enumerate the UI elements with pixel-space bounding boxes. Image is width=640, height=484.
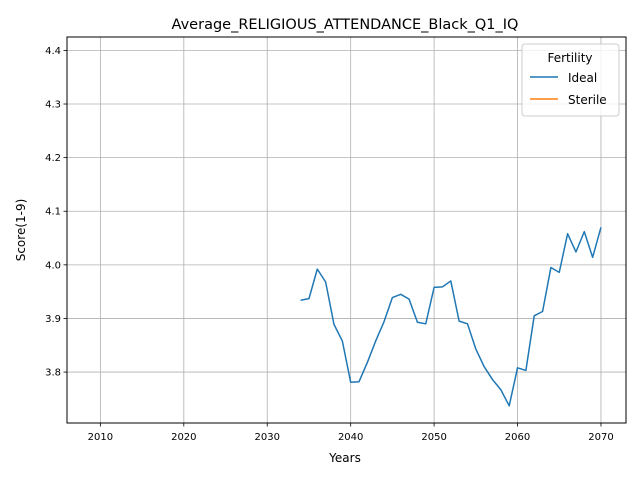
x-tick-label: 2070 [588, 432, 613, 443]
x-axis-label: Years [328, 451, 361, 465]
y-tick-label: 3.8 [45, 368, 61, 379]
y-tick-label: 3.9 [45, 314, 61, 325]
plot-frame [66, 36, 627, 424]
legend: Fertility Ideal Sterile [521, 43, 620, 117]
y-axis-label: Score(1-9) [14, 199, 28, 262]
x-tick-label: 2040 [338, 432, 363, 443]
y-tick-label: 4.1 [45, 207, 61, 218]
series-lines [300, 227, 602, 407]
y-tick-label: 4.0 [45, 260, 61, 271]
chart-title: Average_RELIGIOUS_ATTENDANCE_Black_Q1_IQ [172, 17, 519, 33]
y-tick-label: 4.2 [45, 153, 61, 164]
axis-ticks: 2010 2020 2030 2040 2050 2060 2070 3.8 3.9 4.0 4.1… [45, 46, 614, 443]
y-tick-label: 4.4 [45, 46, 61, 57]
x-tick-label: 2030 [255, 432, 280, 443]
gridlines [67, 37, 626, 423]
legend-label-sterile: Sterile [568, 93, 607, 107]
legend-title: Fertility [547, 51, 592, 65]
series-line-ideal [300, 227, 602, 407]
x-tick-label: 2060 [505, 432, 530, 443]
legend-box [521, 43, 620, 117]
legend-label-ideal: Ideal [568, 71, 597, 85]
y-tick-label: 4.3 [45, 100, 61, 111]
x-tick-label: 2010 [88, 432, 113, 443]
x-tick-label: 2050 [421, 432, 446, 443]
x-tick-label: 2020 [171, 432, 196, 443]
